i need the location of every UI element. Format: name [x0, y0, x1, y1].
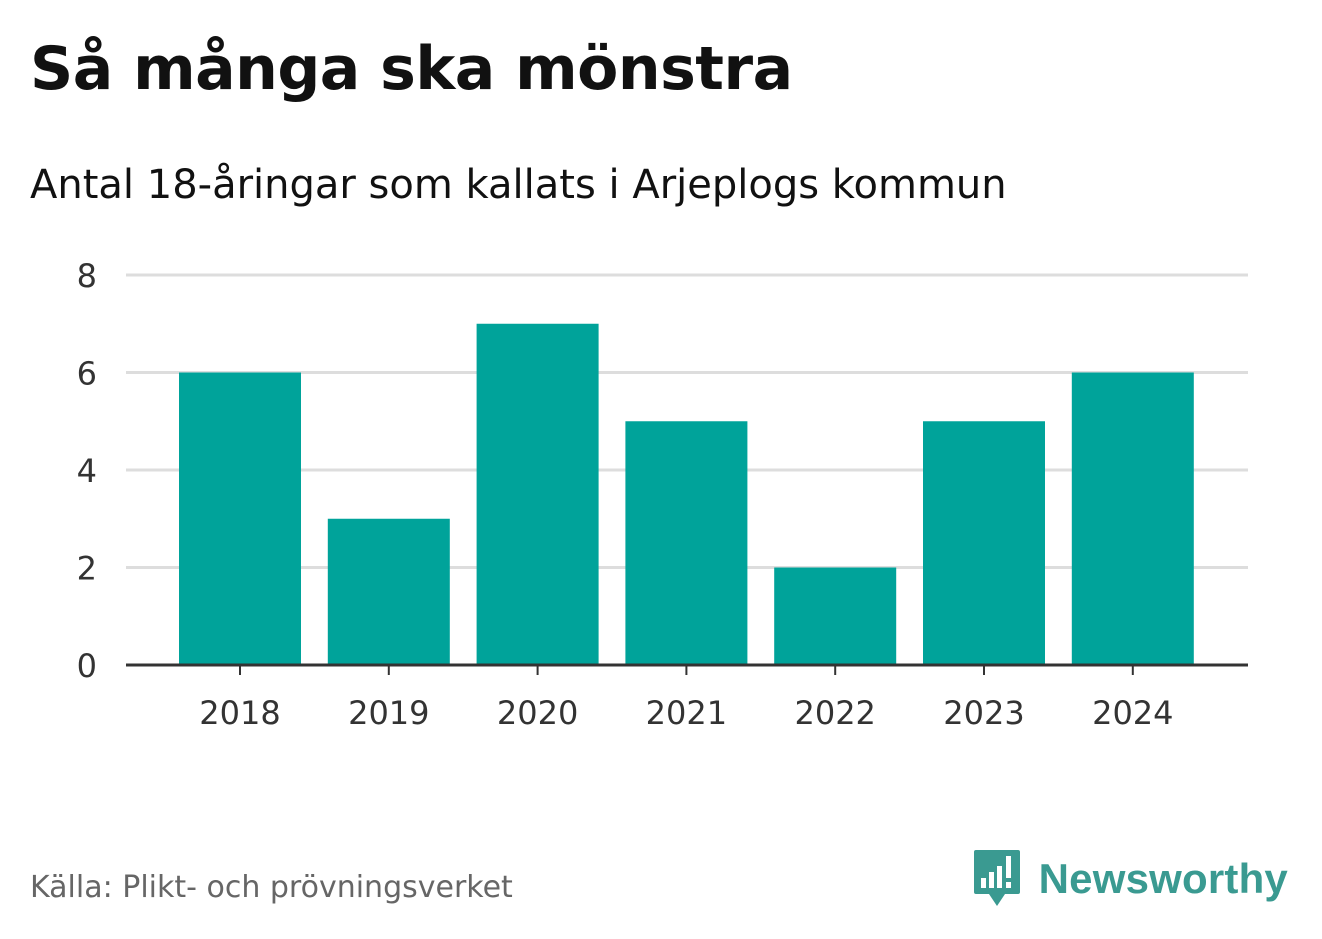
chart-subtitle: Antal 18-åringar som kallats i Arjeplogs… [30, 162, 1007, 208]
y-tick-label: 8 [77, 257, 97, 295]
x-tick-label: 2024 [1092, 694, 1173, 732]
x-tick-label: 2022 [794, 694, 875, 732]
brand-logo: Newsworthy [973, 848, 1288, 910]
x-tick-label: 2019 [348, 694, 429, 732]
y-tick-label: 2 [77, 550, 97, 588]
x-axis [126, 663, 1248, 675]
bars [179, 323, 1194, 665]
y-tick-label: 6 [77, 355, 97, 393]
source-note: Källa: Plikt- och prövningsverket [30, 870, 513, 905]
x-axis-labels: 2018 2019 2020 2021 2022 2023 2024 [199, 694, 1173, 732]
bar-2024 [1071, 372, 1194, 665]
x-tick-label: 2018 [199, 694, 280, 732]
bar-2020 [476, 323, 599, 665]
bar-2019 [327, 518, 450, 665]
y-tick-label: 0 [77, 647, 97, 685]
bar-2018 [179, 372, 301, 665]
chart-title: Så många ska mönstra [30, 34, 793, 104]
x-tick-label: 2021 [646, 694, 727, 732]
y-axis-labels: 0 2 4 6 8 [77, 257, 97, 685]
bar-2021 [625, 421, 748, 665]
brand-name: Newsworthy [1038, 855, 1288, 902]
x-tick-label: 2023 [943, 694, 1024, 732]
bar-2022 [774, 567, 897, 665]
bar-2023 [923, 421, 1045, 665]
y-tick-label: 4 [77, 452, 97, 490]
x-tick-label: 2020 [497, 694, 578, 732]
bar-chart-speech-bubble-icon [973, 850, 1020, 906]
